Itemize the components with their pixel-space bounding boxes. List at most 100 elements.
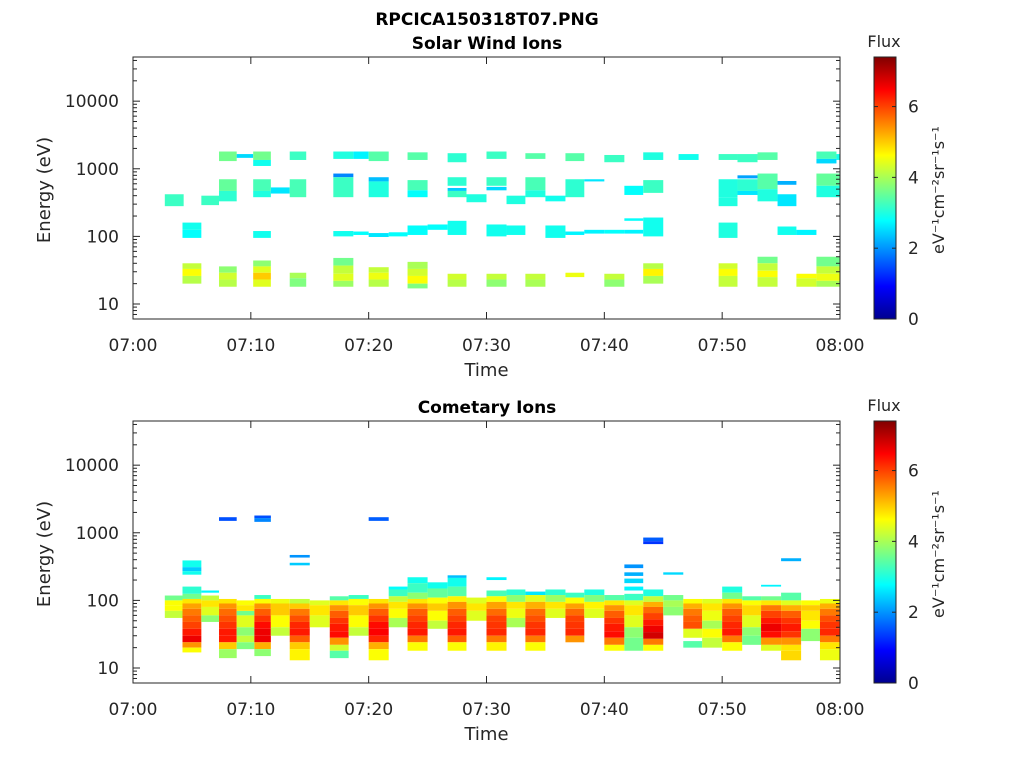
- flux-cell: [819, 635, 840, 643]
- flux-cell: [757, 263, 778, 271]
- flux-cell: [722, 608, 743, 616]
- flux-cell: [604, 644, 625, 651]
- flux-cell: [718, 179, 738, 198]
- flux-cell: [447, 577, 467, 587]
- flux-cell: [289, 179, 307, 198]
- flux-cell: [722, 586, 743, 593]
- flux-cell: [270, 598, 290, 604]
- flux-cell: [329, 650, 349, 659]
- flux-cell: [781, 558, 802, 562]
- flux-cell: [761, 631, 782, 638]
- flux-cell: [584, 595, 605, 602]
- flux-cell: [219, 179, 237, 191]
- flux-cell: [624, 218, 644, 221]
- flux-cell: [663, 572, 684, 575]
- flux-cell: [643, 217, 664, 237]
- flux-cell: [447, 601, 467, 609]
- flux-cell: [604, 610, 625, 618]
- flux-cell: [329, 600, 349, 606]
- flux-cell: [270, 627, 290, 636]
- flux-cell: [702, 603, 723, 611]
- flux-cell: [254, 628, 271, 636]
- flux-cell: [486, 621, 507, 629]
- flux-cell: [816, 158, 837, 164]
- flux-cell: [718, 154, 738, 160]
- flux-cell: [761, 596, 782, 601]
- flux-cell: [683, 628, 703, 638]
- flux-cell: [182, 628, 202, 636]
- y-tick-label: 10: [97, 659, 119, 679]
- flux-cell: [219, 642, 237, 650]
- flux-cell: [289, 642, 310, 650]
- flux-cell: [388, 586, 408, 590]
- flux-cell: [663, 595, 684, 601]
- x-tick-label: 07:50: [698, 336, 747, 356]
- flux-cell: [525, 608, 546, 616]
- flux-cell: [219, 621, 237, 629]
- flux-cell: [801, 605, 820, 611]
- flux-cell: [796, 273, 817, 279]
- flux-cell: [545, 595, 566, 602]
- x-axis-label: Time: [463, 724, 508, 745]
- flux-cell: [781, 600, 802, 606]
- flux-cell: [219, 598, 237, 604]
- flux-cell: [182, 647, 202, 653]
- flux-cell: [368, 181, 389, 198]
- flux-cell: [702, 610, 723, 621]
- flux-cell: [253, 179, 271, 191]
- flux-cell: [604, 273, 625, 280]
- axis-ticks: 07:00 07:10 07:20 07:30 07:40 07:50 08:00 10 100…: [65, 421, 865, 720]
- flux-cell: [742, 600, 762, 606]
- flux-cell: [407, 603, 428, 609]
- flux-cell: [781, 610, 802, 618]
- flux-cell: [722, 635, 743, 643]
- flux-cell: [219, 649, 237, 659]
- colorbar-tick-label: 0: [908, 310, 919, 330]
- flux-cell: [683, 608, 703, 616]
- flux-cell: [407, 598, 428, 604]
- flux-cell: [329, 596, 349, 601]
- flux-cell: [253, 151, 271, 160]
- flux-cell: [329, 605, 349, 611]
- colorbar-tick-label: 6: [908, 462, 919, 482]
- flux-cell: [506, 589, 526, 596]
- flux-cell: [722, 592, 743, 599]
- flux-cell: [624, 229, 644, 234]
- flux-cell: [801, 620, 820, 629]
- flux-cell: [819, 608, 840, 616]
- flux-cell: [486, 615, 507, 622]
- flux-cell: [407, 268, 428, 276]
- flux-cell: [333, 177, 354, 198]
- flux-cell: [643, 589, 664, 597]
- flux-cell: [236, 610, 255, 616]
- flux-cell: [565, 628, 585, 636]
- flux-cell: [486, 279, 507, 287]
- flux-cell: [525, 153, 546, 159]
- x-tick-label: 07:20: [344, 336, 393, 356]
- flux-cell: [407, 592, 428, 599]
- flux-cell: [781, 644, 802, 651]
- flux-cell: [407, 583, 428, 593]
- colorbar-tick-label: 2: [908, 239, 919, 259]
- flux-cell: [368, 615, 389, 622]
- flux-cell: [447, 596, 467, 602]
- flux-cell: [565, 231, 585, 235]
- flux-cell: [368, 642, 389, 650]
- flux-cell: [742, 605, 762, 616]
- flux-cell: [182, 275, 202, 284]
- flux-cell: [182, 615, 202, 622]
- flux-cell: [182, 560, 202, 568]
- flux-cell: [486, 608, 507, 616]
- flux-cell: [718, 268, 738, 276]
- flux-cell: [486, 642, 507, 651]
- flux-cell: [663, 606, 684, 616]
- flux-cell: [182, 567, 202, 572]
- flux-cell: [565, 153, 585, 162]
- flux-cell: [819, 642, 840, 650]
- flux-cell: [486, 635, 507, 643]
- flux-cell: [388, 232, 408, 237]
- y-tick-label: 100: [87, 227, 119, 247]
- flux-cell: [761, 605, 782, 611]
- flux-cell: [407, 615, 428, 622]
- flux-cell: [643, 541, 664, 545]
